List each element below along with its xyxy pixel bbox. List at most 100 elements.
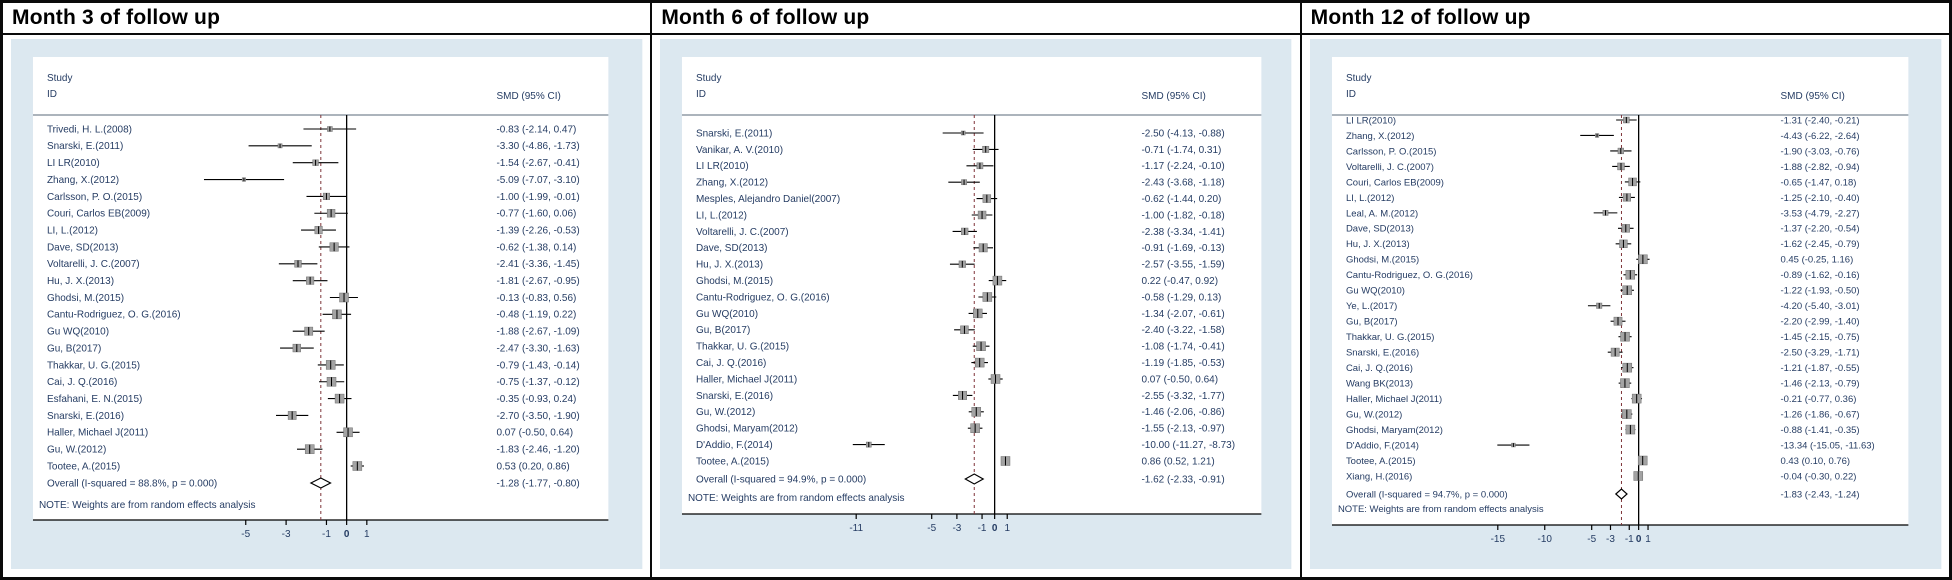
overall-row: Overall (I-squared = 88.8%, p = 0.000) -1… xyxy=(47,477,580,489)
study-row: Zhang, X.(2012) -2.43 (-3.68, -1.18) xyxy=(696,178,1225,189)
study-label: Gu WQ(2010) xyxy=(47,327,109,338)
study-row: Dave, SD(2013) -1.37 (-2.20, -0.54) xyxy=(1346,224,1860,235)
study-row: LI LR(2010) -1.31 (-2.40, -0.21) xyxy=(1346,115,1860,126)
study-row: Hu, J. X.(2013) -1.81 (-2.67, -0.95) xyxy=(47,276,580,287)
study-label: LI, L.(2012) xyxy=(696,210,747,221)
study-smd-value: 0.22 (-0.47, 0.92) xyxy=(1142,276,1219,287)
study-label: Snarski, E.(2011) xyxy=(47,141,123,152)
study-row: Tootee, A.(2015) 0.53 (0.20, 0.86) xyxy=(47,461,570,472)
panel-title-month-6: Month 6 of follow up xyxy=(652,3,1300,35)
study-label: Snarski, E.(2016) xyxy=(696,391,773,402)
study-label: Ghodsi, Maryam(2012) xyxy=(696,424,798,435)
study-row: Cai, J. Q.(2016) -1.19 (-1.85, -0.53) xyxy=(696,357,1225,369)
study-label: Carlsson, P. O.(2015) xyxy=(47,192,142,203)
study-smd-value: -1.45 (-2.15, -0.75) xyxy=(1780,332,1859,343)
overall-smd-value: -1.62 (-2.33, -0.91) xyxy=(1142,474,1225,485)
study-row: Ghodsi, Maryam(2012) -0.88 (-1.41, -0.35) xyxy=(1346,424,1859,436)
study-smd-value: -4.20 (-5.40, -3.01) xyxy=(1780,301,1859,312)
panel-month-6: Month 6 of follow up Study ID SMD (95% CI)… xyxy=(652,3,1302,577)
study-row: Haller, Michael J(2011) 0.07 (-0.50, 0.64… xyxy=(47,427,573,439)
study-smd-value: -4.43 (-6.22, -2.64) xyxy=(1780,131,1859,142)
random-effects-note: NOTE: Weights are from random effects an… xyxy=(39,500,255,511)
study-smd-value: -0.91 (-1.69, -0.13) xyxy=(1142,243,1225,254)
study-smd-value: -1.88 (-2.67, -1.09) xyxy=(496,327,579,338)
axis-tick-label: 0 xyxy=(344,529,350,540)
axis-tick-label: -11 xyxy=(850,523,864,534)
study-smd-value: -1.34 (-2.07, -0.61) xyxy=(1142,309,1225,320)
study-row: Hu, J. X.(2013) -2.57 (-3.55, -1.59) xyxy=(696,260,1225,271)
study-row: Thakkar, U. G.(2015) -0.79 (-1.43, -0.14) xyxy=(47,360,580,371)
axis-tick-label: -5 xyxy=(1587,534,1596,545)
study-row: Thakkar, U. G.(2015) -1.45 (-2.15, -0.75) xyxy=(1346,331,1859,343)
study-row: Zhang, X.(2012) -5.09 (-7.07, -3.10) xyxy=(47,175,580,186)
study-row: Ghodsi, M.(2015) 0.45 (-0.25, 1.16) xyxy=(1346,254,1853,266)
study-row: Cai, J. Q.(2016) -1.21 (-1.87, -0.55) xyxy=(1346,362,1859,374)
study-label: Gu, W.(2012) xyxy=(47,445,106,456)
overall-row: Overall (I-squared = 94.9%, p = 0.000) -1… xyxy=(696,473,1225,485)
study-row: Gu, W.(2012) -1.83 (-2.46, -1.20) xyxy=(47,444,580,456)
column-header-smd: SMD (95% CI) xyxy=(1142,91,1206,102)
study-smd-value: -0.62 (-1.44, 0.20) xyxy=(1142,194,1222,205)
study-smd-value: -2.57 (-3.55, -1.59) xyxy=(1142,260,1225,271)
study-smd-value: -0.75 (-1.37, -0.12) xyxy=(496,377,579,388)
study-row: Voltarelli, J. C.(2007) -1.88 (-2.82, -0.… xyxy=(1346,162,1860,173)
study-label: Zhang, X.(2012) xyxy=(696,178,768,189)
study-label: Hu, J. X.(2013) xyxy=(47,276,114,287)
axis-tick-label: 0 xyxy=(1636,534,1642,545)
study-smd-value: 0.07 (-0.50, 0.64) xyxy=(496,428,573,439)
axis-tick-label: -1 xyxy=(978,523,987,534)
study-label: LI LR(2010) xyxy=(47,158,100,169)
study-smd-value: -0.62 (-1.38, 0.14) xyxy=(496,242,576,253)
study-smd-value: -1.00 (-1.82, -0.18) xyxy=(1142,210,1225,221)
study-label: Snarski, E.(2016) xyxy=(47,411,124,422)
study-label: Hu, J. X.(2013) xyxy=(696,260,763,271)
random-effects-note: NOTE: Weights are from random effects an… xyxy=(1338,504,1544,515)
study-smd-value: -1.26 (-1.86, -0.67) xyxy=(1780,409,1859,420)
study-smd-value: -0.71 (-1.74, 0.31) xyxy=(1142,145,1222,156)
study-label: Zhang, X.(2012) xyxy=(47,175,119,186)
axis-tick-label: 0 xyxy=(992,523,998,534)
panel-title-month-3: Month 3 of follow up xyxy=(3,3,651,35)
study-smd-value: -2.70 (-3.50, -1.90) xyxy=(496,411,579,422)
study-label: Gu, B(2017) xyxy=(47,343,101,354)
study-smd-value: -1.22 (-1.93, -0.50) xyxy=(1780,286,1859,297)
study-label: Haller, Michael J(2011) xyxy=(47,428,148,439)
study-row: LI, L.(2012) -1.00 (-1.82, -0.18) xyxy=(696,210,1225,221)
study-smd-value: -0.89 (-1.62, -0.16) xyxy=(1780,270,1859,281)
study-label: Wang BK(2013) xyxy=(1346,379,1413,390)
forest-plot-month-3: Study ID SMD (95% CI) Trivedi, H. L.(2008) -… xyxy=(3,35,650,577)
study-smd-value: -2.50 (-4.13, -0.88) xyxy=(1142,128,1225,139)
study-label: Gu, W.(2012) xyxy=(696,407,755,418)
forest-plot-svg: Study ID SMD (95% CI) Snarski, E.(2011) -2.5… xyxy=(660,39,1292,569)
study-label: Leal, A. M.(2012) xyxy=(1346,208,1418,219)
study-smd-value: 0.45 (-0.25, 1.16) xyxy=(1780,255,1853,266)
study-smd-value: -0.04 (-0.30, 0.22) xyxy=(1780,471,1856,482)
study-row: Ghodsi, M.(2015) -0.13 (-0.83, 0.56) xyxy=(47,292,576,304)
column-header-study: Study xyxy=(47,73,73,84)
study-label: D'Addio, F.(2014) xyxy=(1346,440,1419,451)
study-row: Snarski, E.(2016) -2.50 (-3.29, -1.71) xyxy=(1346,348,1860,359)
study-smd-value: -1.54 (-2.67, -0.41) xyxy=(496,158,579,169)
study-label: Gu WQ(2010) xyxy=(696,309,758,320)
study-label: Haller, Michael J(2011) xyxy=(1346,394,1442,405)
study-label: LI, L.(2012) xyxy=(47,225,98,236)
axis-tick-label: -1 xyxy=(1624,534,1633,545)
overall-smd-value: -1.83 (-2.43, -1.24) xyxy=(1780,489,1859,500)
study-row: LI LR(2010) -1.17 (-2.24, -0.10) xyxy=(696,161,1225,172)
study-label: Thakkar, U. G.(2015) xyxy=(1346,332,1435,343)
study-row: Tootee, A.(2015) 0.43 (0.10, 0.76) xyxy=(1346,455,1850,467)
overall-diamond xyxy=(1614,488,1628,500)
column-header-study: Study xyxy=(1346,73,1372,84)
study-label: Cai, J. Q.(2016) xyxy=(47,377,117,388)
study-label: Mesples, Alejandro Daniel(2007) xyxy=(696,194,840,205)
study-label: Dave, SD(2013) xyxy=(696,243,768,254)
study-row: Carlsson, P. O.(2015) -1.00 (-1.99, -0.01… xyxy=(47,192,580,203)
study-row: Vanikar, A. V.(2010) -0.71 (-1.74, 0.31) xyxy=(696,145,1221,156)
study-row: Haller, Michael J(2011) 0.07 (-0.50, 0.64… xyxy=(696,374,1218,385)
study-label: Tootee, A.(2015) xyxy=(696,456,769,467)
study-row: Cantu-Rodriguez, O. G.(2016) -0.58 (-1.29… xyxy=(696,292,1222,303)
study-smd-value: -10.00 (-11.27, -8.73) xyxy=(1142,440,1236,451)
study-smd-value: -1.37 (-2.20, -0.54) xyxy=(1780,224,1859,235)
study-smd-value: -0.77 (-1.60, 0.06) xyxy=(496,209,576,220)
study-label: Esfahani, E. N.(2015) xyxy=(47,394,142,405)
